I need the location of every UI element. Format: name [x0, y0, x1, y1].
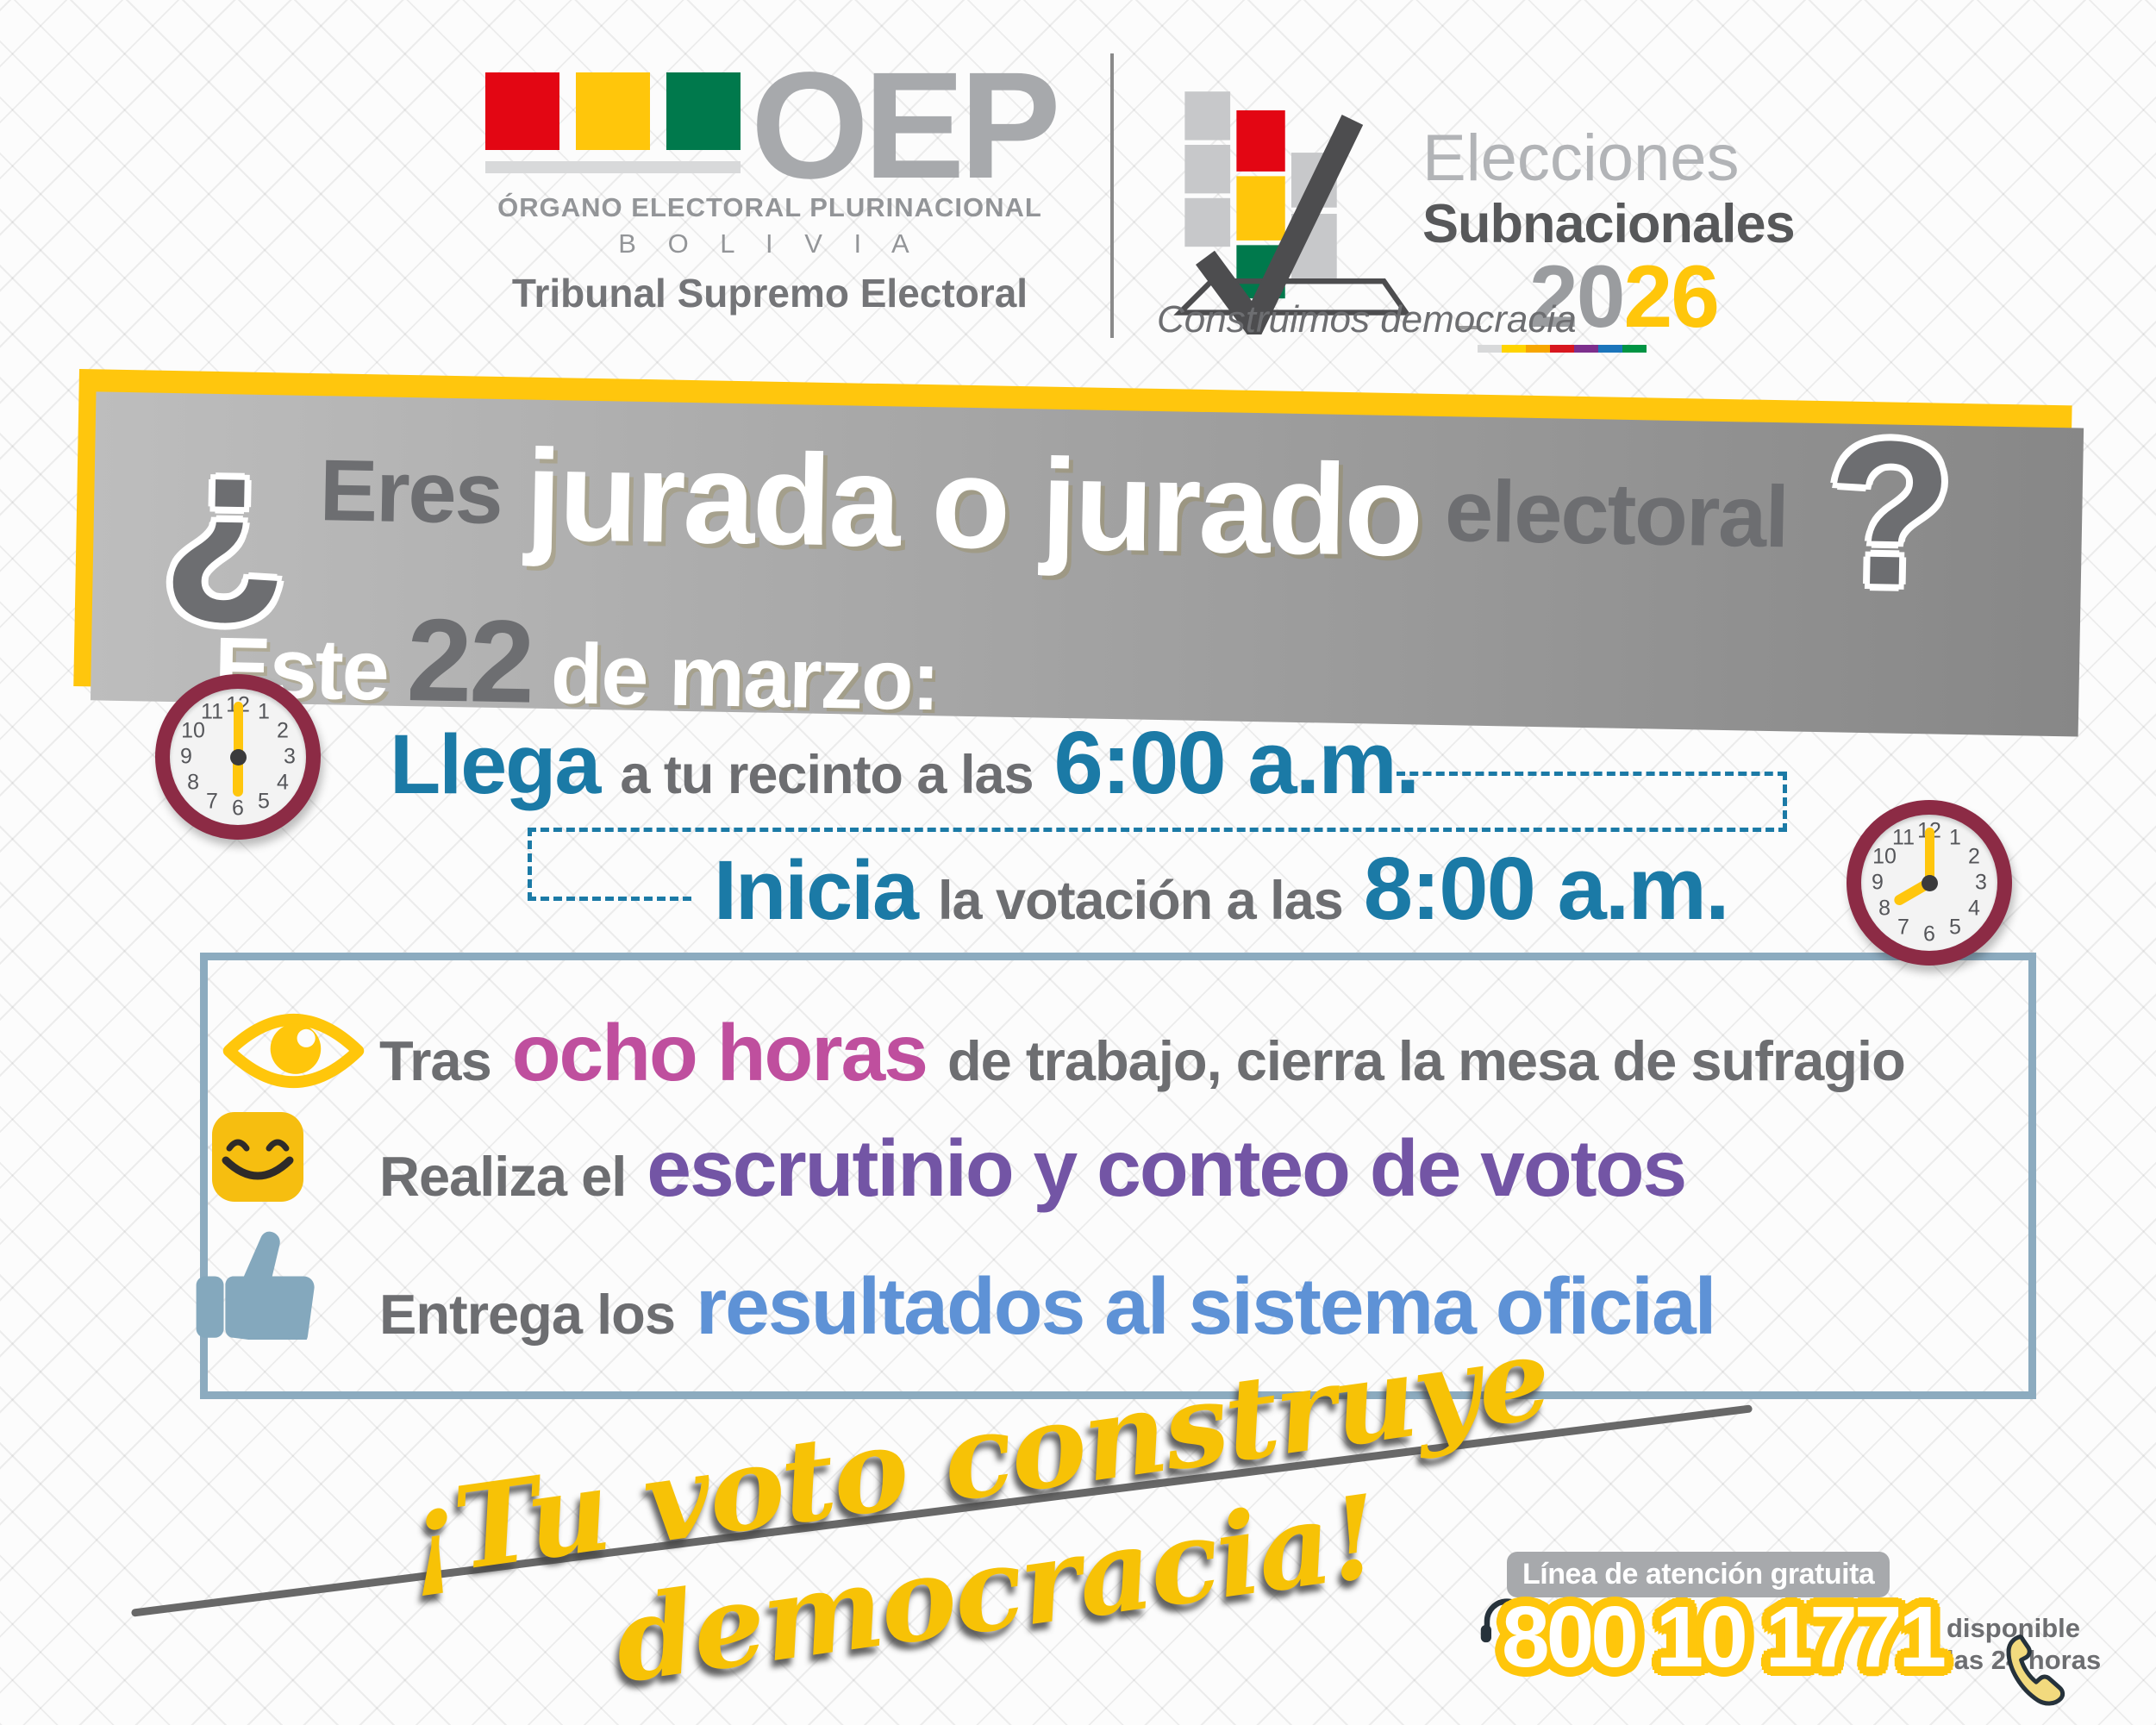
task1-post: de trabajo, cierra la mesa de sufragio [947, 1029, 1906, 1092]
clock-number: 6 [232, 796, 244, 821]
year-underline [1478, 345, 1647, 353]
eye-icon [222, 1013, 365, 1089]
smiley-icon [212, 1112, 303, 1202]
start-time: 8:00 a.m. [1363, 839, 1730, 938]
dashed-connector-seg4 [528, 828, 532, 901]
task-row-3: Entrega los resultados al sistema oficia… [379, 1260, 1736, 1353]
clock-number: 9 [1872, 870, 1884, 895]
arrive-rest: a tu recinto a las [620, 745, 1034, 805]
clock-center-dot [229, 748, 247, 766]
banner-q1: Eres [318, 441, 503, 542]
year-yellow: 26 [1623, 247, 1719, 346]
clock-number: 10 [1872, 844, 1897, 869]
task1-pre: Tras [379, 1029, 492, 1092]
flag-square-green [666, 72, 741, 150]
oep-gray-bar [485, 161, 741, 173]
tasks-box [200, 953, 2036, 1399]
task2-highlight: escrutinio y conteo de votos [647, 1123, 1687, 1213]
year-gray: 20 [1529, 247, 1625, 346]
ballot-checkmark-icon [1173, 91, 1411, 334]
question-mark: ? [1825, 397, 1955, 629]
elections-title: Elecciones [1422, 122, 1740, 195]
banner-q2: jurada o jurado [524, 422, 1422, 584]
banner-date-number: 22 [405, 594, 534, 728]
flag-square-yellow [576, 72, 650, 150]
clock-number: 7 [1897, 915, 1909, 940]
clock-number: 6 [1923, 922, 1935, 947]
clock-number: 4 [277, 770, 289, 795]
task-row-1: Tras ocho horas de trabajo, cierra la me… [379, 1007, 1906, 1099]
headset-icon [1480, 1598, 1534, 1659]
hotline-label: Línea de atención gratuita [1507, 1552, 1890, 1597]
dashed-connector-seg5 [528, 897, 691, 901]
elections-year: 2026 [1529, 247, 1720, 347]
arrive-line: Llega a tu recinto a las 6:00 a.m. [390, 712, 1421, 814]
clock-number: 7 [206, 789, 218, 814]
header-divider [1110, 53, 1114, 338]
clock-number: 10 [181, 718, 205, 743]
task1-highlight: ocho horas [511, 1008, 928, 1097]
underline-segment [1478, 345, 1502, 353]
slogan-connector-line [1457, 326, 1481, 329]
oep-org-name: ÓRGANO ELECTORAL PLURINACIONAL [497, 192, 1042, 222]
underline-segment [1502, 345, 1526, 353]
start-rest: la votación a las [938, 871, 1344, 931]
clock-number: 5 [1949, 915, 1961, 940]
elections-logo: Elecciones Subnacionales 2026 Construimo… [1157, 76, 2136, 353]
dashed-connector-seg2 [1783, 772, 1787, 832]
elections-slogan: Construimos democracia [1157, 298, 1577, 341]
oep-logo: OEP ÓRGANO ELECTORAL PLURINACIONAL B O L… [485, 50, 1061, 331]
banner-q3: electoral [1444, 462, 1789, 566]
clock-number: 11 [201, 699, 223, 724]
underline-segment [1574, 345, 1598, 353]
oep-tribunal: Tribunal Supremo Electoral [511, 271, 1028, 316]
clock-number: 11 [1892, 825, 1915, 850]
clock-number: 8 [187, 770, 199, 795]
task3-pre: Entrega los [379, 1283, 676, 1346]
start-line: Inicia la votación a las 8:00 a.m. [714, 838, 1730, 940]
clock-number: 4 [1968, 896, 1980, 921]
underline-segment [1598, 345, 1622, 353]
thumbs-up-icon [196, 1231, 315, 1340]
arrive-verb: Llega [390, 717, 601, 811]
clock-number: 3 [284, 744, 296, 769]
clock-center-dot [1921, 874, 1938, 891]
dashed-connector-seg3 [528, 828, 1787, 832]
clock-number: 8 [1878, 896, 1890, 921]
clock-number: 1 [1949, 825, 1961, 850]
clock-number: 3 [1975, 870, 1987, 895]
underline-segment [1550, 345, 1574, 353]
flag-square-red [485, 72, 559, 150]
clock-number: 2 [1968, 844, 1980, 869]
oep-country: B O L I V I A [618, 228, 922, 259]
task2-pre: Realiza el [379, 1145, 627, 1208]
hotline-number: 800 10 1771 [1502, 1589, 1947, 1685]
dashed-connector-seg1 [1397, 772, 1786, 776]
inverted-question-mark: ¿ [160, 402, 291, 634]
task-row-2: Realiza el escrutinio y conteo de votos [379, 1122, 1706, 1215]
minute-hand [1924, 828, 1934, 883]
oep-acronym: OEP [751, 41, 1061, 210]
question-banner: ¿ Eres jurada o jurado electoral ? Este … [73, 369, 2072, 728]
task3-highlight: resultados al sistema oficial [695, 1261, 1717, 1351]
clock-number: 2 [277, 718, 289, 743]
underline-segment [1622, 345, 1647, 353]
clock-number: 9 [180, 744, 192, 769]
elections-subtitle: Subnacionales [1422, 194, 1796, 254]
minute-hand [233, 702, 243, 757]
clock-number: 5 [258, 789, 270, 814]
clock-number: 1 [258, 699, 270, 724]
underline-segment [1526, 345, 1550, 353]
phone-icon [2006, 1634, 2065, 1706]
start-verb: Inicia [714, 843, 919, 937]
arrive-time: 6:00 a.m. [1053, 713, 1421, 812]
